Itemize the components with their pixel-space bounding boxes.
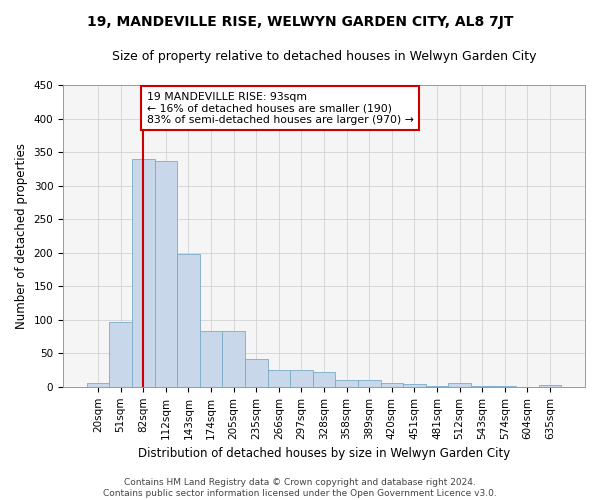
Bar bbox=[493, 386, 516, 387]
Bar bbox=[539, 385, 561, 387]
Bar bbox=[425, 386, 448, 387]
Bar bbox=[245, 358, 268, 387]
Bar bbox=[290, 370, 313, 387]
Bar bbox=[223, 331, 245, 387]
Text: 19, MANDEVILLE RISE, WELWYN GARDEN CITY, AL8 7JT: 19, MANDEVILLE RISE, WELWYN GARDEN CITY,… bbox=[87, 15, 513, 29]
Text: Contains HM Land Registry data © Crown copyright and database right 2024.
Contai: Contains HM Land Registry data © Crown c… bbox=[103, 478, 497, 498]
Bar bbox=[268, 370, 290, 387]
Bar bbox=[313, 372, 335, 387]
Title: Size of property relative to detached houses in Welwyn Garden City: Size of property relative to detached ho… bbox=[112, 50, 536, 63]
Text: 19 MANDEVILLE RISE: 93sqm
← 16% of detached houses are smaller (190)
83% of semi: 19 MANDEVILLE RISE: 93sqm ← 16% of detac… bbox=[146, 92, 413, 125]
X-axis label: Distribution of detached houses by size in Welwyn Garden City: Distribution of detached houses by size … bbox=[138, 447, 510, 460]
Bar bbox=[335, 380, 358, 387]
Bar bbox=[358, 380, 380, 387]
Bar bbox=[403, 384, 425, 387]
Bar bbox=[87, 384, 109, 387]
Bar bbox=[109, 322, 132, 387]
Bar bbox=[177, 254, 200, 387]
Bar bbox=[155, 162, 177, 387]
Y-axis label: Number of detached properties: Number of detached properties bbox=[15, 143, 28, 329]
Bar bbox=[471, 386, 493, 387]
Bar bbox=[380, 383, 403, 387]
Bar bbox=[200, 331, 223, 387]
Bar bbox=[132, 160, 155, 387]
Bar bbox=[448, 384, 471, 387]
